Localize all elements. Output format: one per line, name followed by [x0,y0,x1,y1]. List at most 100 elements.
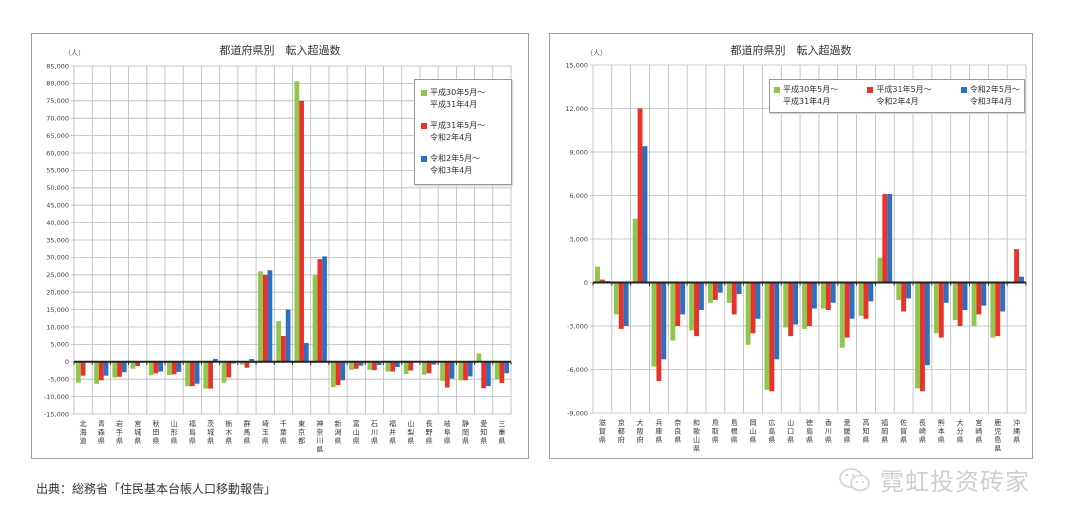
bar [449,361,455,379]
category-label: 崎 [975,427,982,436]
bar [185,361,190,387]
category-label: 富 [353,419,360,428]
bar [385,361,391,372]
category-label: 埼 [262,419,269,428]
bar [717,282,723,293]
category-group [877,194,893,283]
bar [981,282,987,306]
y-tick-label: 15,000 [565,61,588,69]
bar [1019,276,1024,283]
category-label: 熊 [938,418,945,427]
bar [212,359,218,362]
bar [726,282,732,303]
bar [98,361,104,381]
bar [736,282,742,295]
y-tick-label: 3,000 [569,235,588,243]
category-group [858,282,874,319]
bar [349,361,354,370]
y-axis-unit: （人） [64,49,85,57]
category-label: 媛 [844,427,851,436]
bar [599,279,605,283]
bar [372,361,377,371]
category-label: 庫 [655,427,662,436]
bar [121,361,127,373]
category-group [294,81,309,362]
category-label: 川 [316,437,323,445]
chart-legend: 平成30年5月～ 平成31年4月 平成31年5月～ 令和2年4月 令和2年5月～ 令和… [769,79,1025,113]
bar [322,256,327,362]
category-label: 宮 [975,418,982,427]
y-tick-label: 9,000 [569,148,588,156]
watermark: 霓虹投资砖家 [838,462,1030,497]
y-tick-label: -3,000 [567,322,588,330]
bar [408,361,414,371]
bar [708,282,713,303]
category-group [385,361,400,372]
y-tick-label: -5,000 [48,376,69,384]
category-group [185,361,200,387]
category-label: 府 [637,435,644,444]
category-label: 京 [618,418,625,427]
category-label: 海 [80,428,87,437]
category-label: 県 [693,445,700,453]
category-label: 佐 [900,418,907,427]
category-label: 都 [618,428,625,436]
bar [1014,249,1020,283]
category-label: 取 [712,428,719,436]
category-label: 県 [844,436,851,444]
category-group [632,108,648,283]
category-group [764,282,780,392]
category-label: 高 [862,418,869,427]
category-label: 県 [389,437,396,445]
category-label: 県 [152,437,159,445]
category-label: 手 [116,428,123,437]
bar [938,282,944,338]
category-group [167,361,182,376]
category-label: 川 [825,428,832,436]
bar [358,361,364,366]
bar [924,282,930,366]
category-label: 青 [98,419,105,428]
chart-legend: 平成30年5月～ 平成31年4月 平成31年5月～ 令和2年4月 令和2年5月～ 令和… [414,79,512,185]
category-label: 県 [462,437,469,445]
category-group [330,361,346,388]
category-label: 県 [655,436,662,444]
bar [915,282,921,389]
bar [395,361,400,368]
category-label: 根 [731,427,738,436]
bar [670,282,676,341]
category-group [670,282,686,341]
bar [481,361,487,389]
bar [276,321,282,362]
legend-swatch-red [421,123,427,129]
category-label: 鳥 [712,418,719,427]
category-group [239,359,255,368]
bar [839,282,845,348]
bar [440,361,445,381]
bar [764,282,770,390]
category-label: 山 [171,419,178,428]
y-tick-label: 6,000 [569,192,588,200]
y-tick-label: 75,000 [46,97,69,105]
category-label: 井 [389,428,396,437]
bar [476,353,482,362]
category-label: 愛 [480,419,487,428]
category-label: 県 [994,445,1001,453]
bar [403,361,409,374]
bar [943,282,949,303]
category-label: 県 [900,436,907,444]
bar [844,282,850,338]
category-label: 県 [207,437,214,445]
category-label: 県 [134,437,141,445]
bar [971,282,977,326]
bar [868,282,874,302]
bar [642,146,648,283]
category-group [476,353,491,389]
category-label: 道 [80,436,87,445]
category-label: 県 [731,436,738,444]
category-label: 島 [768,427,775,436]
category-label: 沖 [1013,418,1020,427]
category-label: 茨 [207,419,214,428]
category-group [349,361,364,370]
legend-item-series-3: 令和2年5月～ 令和3年4月 [421,153,507,177]
